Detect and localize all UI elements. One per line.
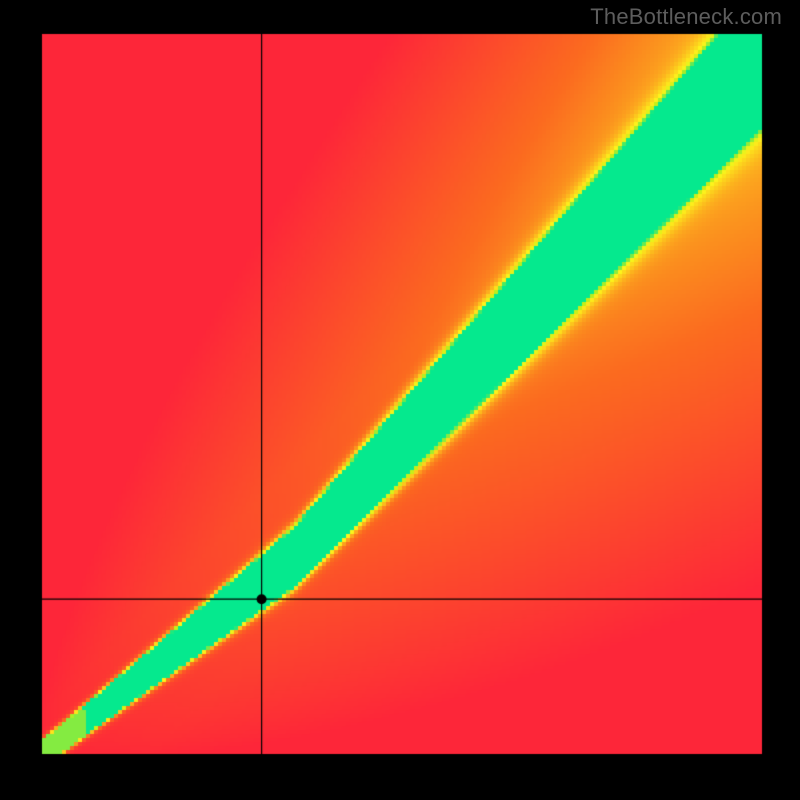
bottleneck-heatmap: [0, 0, 800, 800]
chart-container: TheBottleneck.com: [0, 0, 800, 800]
watermark-text: TheBottleneck.com: [590, 4, 782, 30]
